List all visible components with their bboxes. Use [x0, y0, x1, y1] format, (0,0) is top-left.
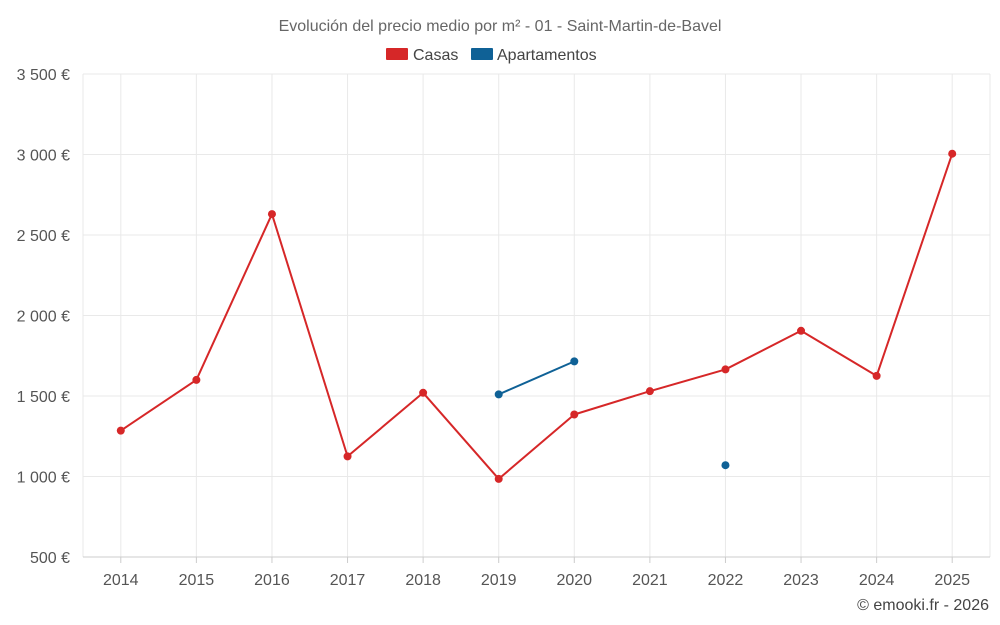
y-tick-label: 500 €	[30, 550, 70, 567]
data-point-casas[interactable]	[948, 149, 957, 158]
series-line-casas	[120, 153, 954, 480]
y-tick-label: 2 500 €	[17, 228, 70, 245]
series-line-apartamentos	[498, 360, 575, 396]
data-point-casas[interactable]	[570, 410, 579, 419]
data-point-casas[interactable]	[797, 326, 806, 335]
x-tick-label: 2015	[179, 572, 215, 589]
legend-label-apartamentos[interactable]: Apartamentos	[497, 47, 597, 64]
data-point-casas[interactable]	[343, 452, 352, 461]
series-casas	[116, 149, 957, 483]
x-tick-label: 2019	[481, 572, 517, 589]
x-tick-label: 2018	[405, 572, 441, 589]
data-point-casas[interactable]	[116, 426, 125, 435]
legend: Casas Apartamentos	[386, 47, 597, 64]
x-tick-label: 2023	[783, 572, 819, 589]
x-tick-label: 2014	[103, 572, 139, 589]
data-point-casas[interactable]	[645, 387, 654, 396]
y-tick-label: 3 000 €	[17, 148, 70, 165]
x-tick-label: 2022	[708, 572, 744, 589]
grid	[82, 73, 991, 557]
series	[116, 149, 957, 483]
y-tick-label: 3 500 €	[17, 67, 70, 84]
axes: 500 € 1 000 € 1 500 € 2 000 € 2 500 € 3 000 €…	[17, 67, 990, 589]
legend-swatch-casas	[386, 48, 408, 60]
x-tick-label: 2017	[330, 572, 366, 589]
y-tick-label: 2 000 €	[17, 309, 70, 326]
legend-label-casas[interactable]: Casas	[413, 47, 458, 64]
data-point-casas[interactable]	[872, 371, 881, 380]
y-tick-label: 1 500 €	[17, 389, 70, 406]
x-tick-label: 2021	[632, 572, 668, 589]
chart-title: Evolución del precio medio por m² - 01 -…	[279, 18, 722, 35]
data-point-apartamentos[interactable]	[721, 461, 730, 470]
x-tick-label: 2020	[556, 572, 592, 589]
credit-text: © emooki.fr - 2026	[857, 597, 989, 614]
data-point-casas[interactable]	[494, 474, 503, 483]
data-point-casas[interactable]	[192, 375, 201, 384]
y-tick-label: 1 000 €	[17, 470, 70, 487]
data-point-apartamentos[interactable]	[494, 390, 503, 399]
x-tick-label: 2016	[254, 572, 290, 589]
series-apartamentos	[494, 357, 730, 470]
x-tick-label: 2024	[859, 572, 895, 589]
legend-swatch-apartamentos	[471, 48, 493, 60]
data-point-casas[interactable]	[267, 210, 276, 219]
data-point-casas[interactable]	[721, 365, 730, 374]
x-tick-label: 2025	[934, 572, 970, 589]
data-point-casas[interactable]	[419, 388, 428, 397]
data-point-apartamentos[interactable]	[570, 357, 579, 366]
